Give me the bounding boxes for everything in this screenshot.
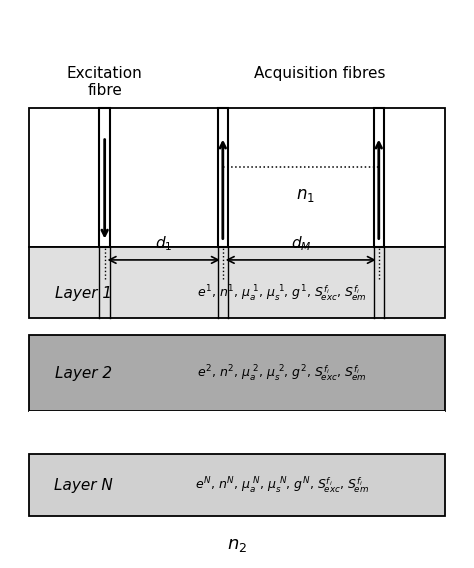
Bar <box>100 108 110 247</box>
Bar <box>29 108 445 247</box>
Text: $d_1$: $d_1$ <box>155 234 173 253</box>
Text: $e^2$, $n^2$, $\mu_a^{\ 2}$, $\mu_s^{\ 2}$, $g^2$, $S_{\!exc}^{f_i}$, $S_{\!em}^: $e^2$, $n^2$, $\mu_a^{\ 2}$, $\mu_s^{\ 2… <box>197 364 366 383</box>
Text: $e^1$, $n^1$, $\mu_a^{\ 1}$, $\mu_s^{\ 1}$, $g^1$, $S_{\!exc}^{f_i}$, $S_{\!em}^: $e^1$, $n^1$, $\mu_a^{\ 1}$, $\mu_s^{\ 1… <box>197 283 366 303</box>
Text: Layer N: Layer N <box>54 478 113 492</box>
Bar <box>218 108 228 247</box>
Bar <box>29 454 445 516</box>
Text: $e^N$, $n^N$, $\mu_a^{\ N}$, $\mu_s^{\ N}$, $g^N$, $S_{\!exc}^{f_i}$, $S_{\!em}^: $e^N$, $n^N$, $\mu_a^{\ N}$, $\mu_s^{\ N… <box>195 475 369 495</box>
Text: $n_2$: $n_2$ <box>227 536 247 554</box>
Text: $n_1$: $n_1$ <box>296 186 315 204</box>
Bar <box>374 108 384 247</box>
Text: $d_M$: $d_M$ <box>291 234 311 253</box>
Text: Acquisition fibres: Acquisition fibres <box>254 66 385 81</box>
Text: Layer 2: Layer 2 <box>55 366 112 381</box>
Bar <box>29 411 445 454</box>
Bar <box>29 335 445 411</box>
Text: Excitation
fibre: Excitation fibre <box>67 66 143 98</box>
Bar <box>29 247 445 318</box>
Text: Layer 1: Layer 1 <box>55 286 112 300</box>
